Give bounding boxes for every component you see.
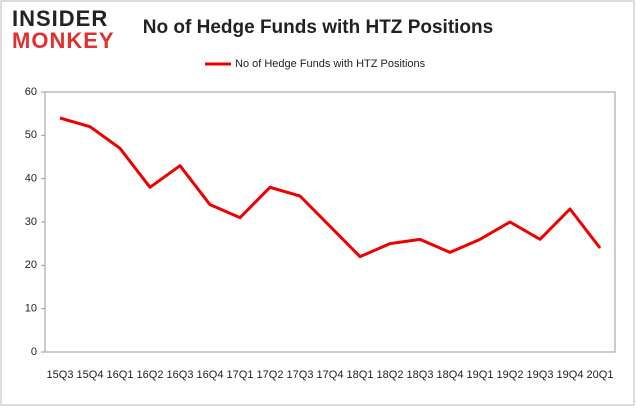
x-tick-label: 16Q4 <box>197 369 224 381</box>
y-tick-label: 30 <box>25 216 37 228</box>
x-tick-label: 19Q2 <box>497 369 524 381</box>
y-tick-label: 60 <box>25 86 37 98</box>
y-tick-label: 20 <box>25 259 37 271</box>
y-tick-label: 50 <box>25 129 37 141</box>
x-tick-label: 16Q1 <box>107 369 134 381</box>
x-tick-label: 19Q4 <box>557 369 584 381</box>
x-tick-label: 18Q4 <box>437 369 464 381</box>
x-tick-label: 19Q1 <box>467 369 494 381</box>
x-tick-label: 17Q4 <box>317 369 344 381</box>
x-tick-label: 18Q1 <box>347 369 374 381</box>
x-tick-label: 17Q3 <box>287 369 314 381</box>
x-tick-label: 17Q2 <box>257 369 284 381</box>
y-tick-label: 40 <box>25 173 37 185</box>
x-tick-label: 18Q3 <box>407 369 434 381</box>
y-tick-label: 10 <box>25 303 37 315</box>
x-tick-label: 15Q4 <box>77 369 104 381</box>
series-line <box>59 116 602 259</box>
y-tick-label: 0 <box>31 346 37 358</box>
logo-bottom: MONKEY <box>12 28 115 53</box>
chart-title: No of Hedge Funds with HTZ Positions <box>143 17 493 38</box>
x-tick-label: 16Q2 <box>137 369 164 381</box>
x-tick-label: 15Q3 <box>47 369 74 381</box>
x-tick-label: 19Q3 <box>527 369 554 381</box>
x-tick-label: 17Q1 <box>227 369 254 381</box>
x-tick-label: 18Q2 <box>377 369 404 381</box>
x-tick-label: 20Q1 <box>587 369 614 381</box>
x-tick-label: 16Q3 <box>167 369 194 381</box>
logo-top: INSIDER <box>12 6 108 31</box>
legend-label: No of Hedge Funds with HTZ Positions <box>235 58 426 70</box>
